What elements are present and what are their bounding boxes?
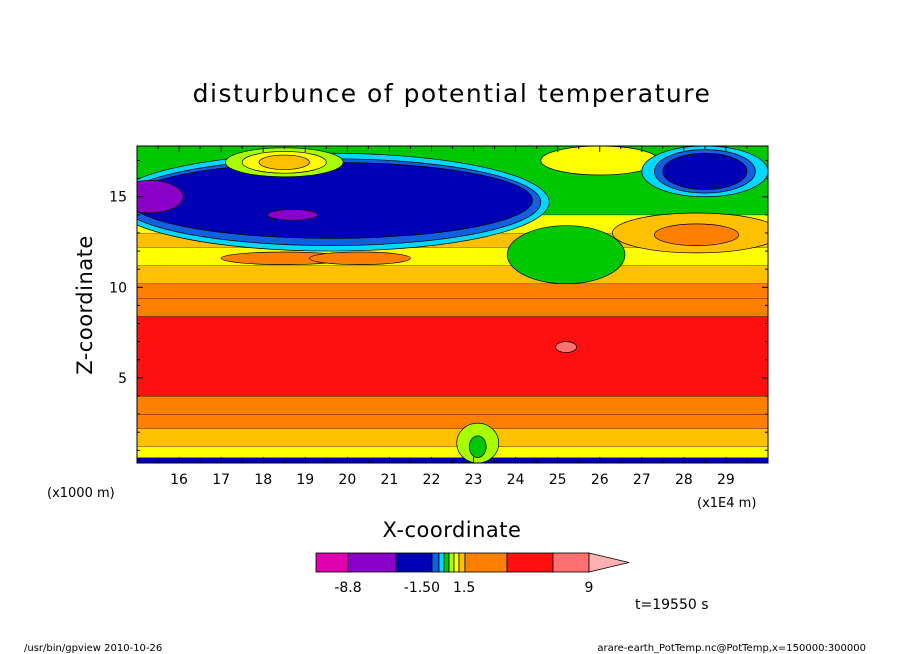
x-axis: 16 17 18 19 20 21 22 23 24 25 26 27 28 29: [157, 146, 748, 488]
contour-band-8: [137, 265, 768, 284]
x-tick-label-19: 19: [296, 472, 314, 488]
contour-band-7: [137, 283, 768, 299]
colorbar-label-1: -1.50: [404, 580, 440, 596]
colorbar-segment-9: [464, 552, 508, 573]
colorbar-label-3: 9: [585, 580, 594, 596]
contour-feature-11: [654, 223, 739, 246]
time-annotation: t=19550 s: [635, 597, 709, 613]
colorbar-segment-8: [458, 552, 466, 573]
colorbar-label-0: -8.8: [334, 580, 361, 596]
contour-feature-19: [468, 435, 487, 458]
x-axis-label: X-coordinate: [383, 518, 522, 542]
contour-feature-14: [662, 152, 748, 190]
colorbar-segment-3: [431, 552, 440, 573]
x-tick-label-20: 20: [338, 472, 356, 488]
colorbar-segment-10: [506, 552, 554, 573]
colorbar-segment-7: [453, 552, 460, 573]
x-tick-label-26: 26: [591, 472, 609, 488]
x-tick-label-24: 24: [507, 472, 525, 488]
x-tick-label-22: 22: [423, 472, 441, 488]
colorbar-segment-2: [395, 552, 433, 573]
x-tick-label-23: 23: [465, 472, 483, 488]
colorbar-segment-6: [448, 552, 455, 573]
contour-fill: [137, 146, 768, 463]
contour-feature-16: [309, 251, 411, 265]
x-tick-label-25: 25: [549, 472, 567, 488]
contour-feature-17: [555, 341, 577, 353]
y-tick-label-10: 10: [109, 280, 127, 296]
x-tick-label-29: 29: [717, 472, 735, 488]
contour-band-3: [137, 414, 768, 429]
footer-left: /usr/bin/gpview 2010-10-26: [24, 643, 162, 654]
colorbar-extend-arrow: [588, 552, 630, 573]
y-tick-label-15: 15: [109, 190, 127, 206]
y-axis-units: (x1000 m): [47, 486, 115, 501]
contour-band-6: [137, 298, 768, 317]
y-tick-label-5: 5: [118, 371, 127, 387]
contour-band-1: [137, 446, 768, 458]
contour-band-5: [137, 316, 768, 396]
footer-right: arare-earth_PotTemp.nc@PotTemp,x=150000:…: [597, 643, 866, 654]
colorbar: -8.8 -1.50 1.5 9: [315, 552, 630, 596]
colorbar-segment-5: [443, 552, 450, 573]
x-axis-units: (x1E4 m): [697, 496, 756, 511]
contour-band-4: [137, 395, 768, 415]
contour-feature-4: [267, 209, 319, 221]
x-tick-label-17: 17: [212, 472, 230, 488]
x-tick-label-28: 28: [675, 472, 693, 488]
x-tick-label-16: 16: [170, 472, 188, 488]
contour-feature-2: [137, 161, 533, 239]
y-axis: 5 10 15: [109, 159, 768, 451]
chart-title: disturbunce of potential temperature: [193, 79, 712, 108]
contour-feature-7: [258, 154, 310, 170]
colorbar-segment-1: [347, 552, 397, 573]
y-axis-label: Z-coordinate: [73, 235, 97, 375]
contour-band-2: [137, 428, 768, 447]
x-tick-label-21: 21: [380, 472, 398, 488]
contour-feature-9: [506, 225, 626, 285]
colorbar-segment-11: [552, 552, 590, 573]
colorbar-label-2: 1.5: [453, 580, 475, 596]
colorbar-segment-4: [438, 552, 445, 573]
contour-feature-3: [137, 180, 184, 214]
x-tick-label-18: 18: [254, 472, 272, 488]
colorbar-segment-0: [315, 552, 349, 573]
x-tick-label-27: 27: [633, 472, 651, 488]
